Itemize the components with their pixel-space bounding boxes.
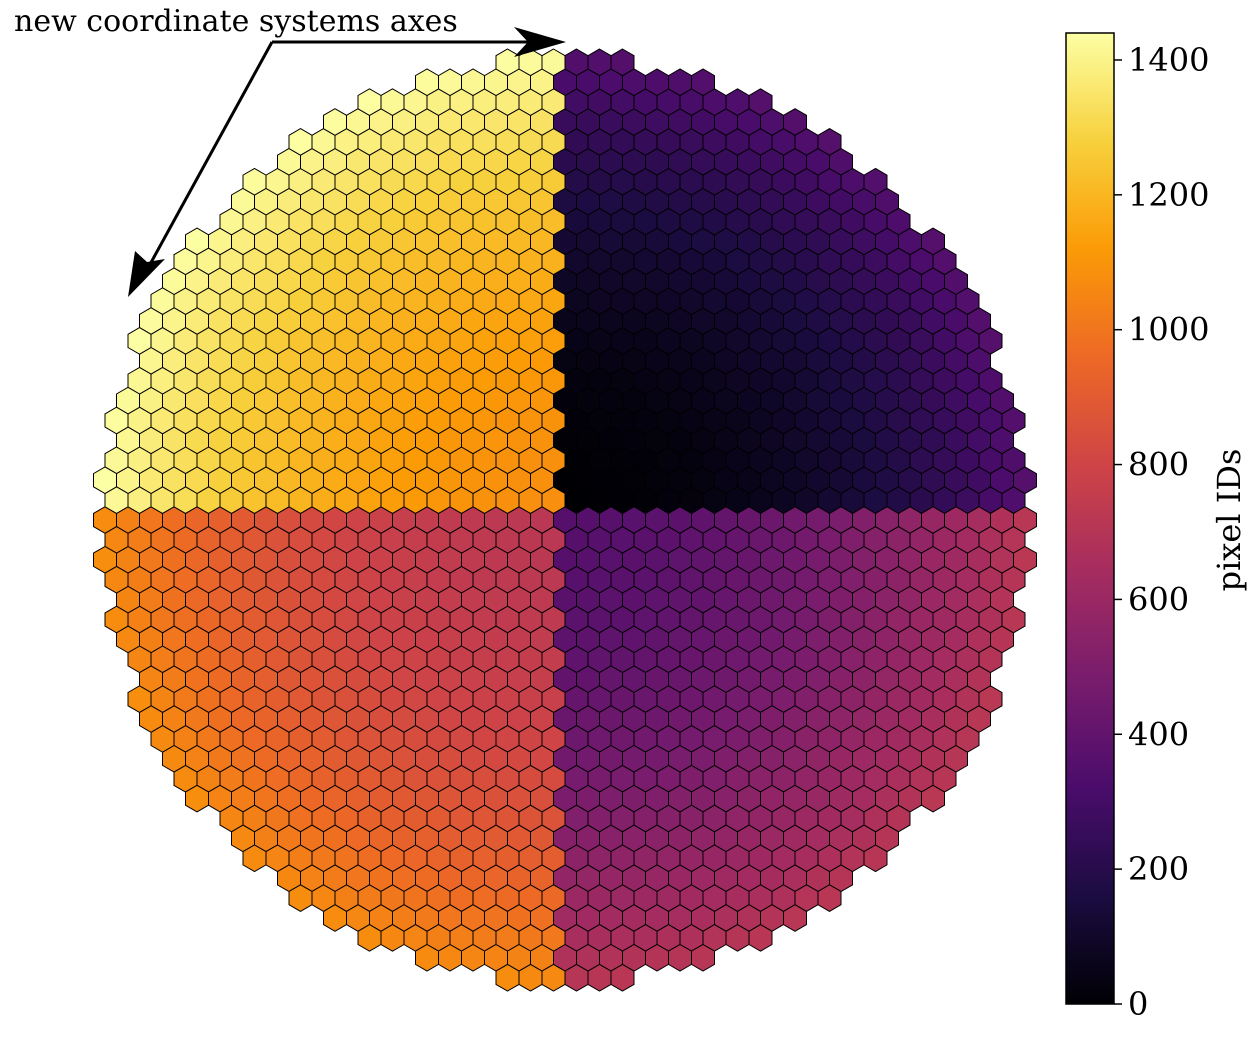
hex-pixel xyxy=(978,685,1003,713)
hex-pixel xyxy=(1013,506,1037,534)
colorbar-tick-label: 0 xyxy=(1128,985,1148,1023)
colorbar-tick-label: 800 xyxy=(1128,446,1189,484)
hex-pixel xyxy=(242,844,267,873)
colorbar-label: pixel IDs xyxy=(1210,449,1248,592)
hex-pixel xyxy=(783,904,807,932)
hex-pixel xyxy=(127,685,152,713)
hex-pixel xyxy=(978,327,1003,355)
colorbar-tick-label: 1000 xyxy=(1128,311,1209,349)
hex-pixel xyxy=(415,943,439,972)
hex-pixel xyxy=(610,963,635,992)
colorbar-gradient xyxy=(1065,32,1115,1005)
hex-pixel xyxy=(1013,545,1037,574)
hex-pixel xyxy=(93,545,117,574)
hex-pixel xyxy=(495,963,520,992)
colorbar-tick-label: 600 xyxy=(1128,580,1189,618)
hex-pixel xyxy=(357,88,382,116)
annotation-arrowhead-right xyxy=(514,27,566,57)
hex-pixel xyxy=(1001,406,1026,435)
colorbar: 0 200 400 600 800 1000 1200 1400 pixel IDs xyxy=(1065,32,1248,1023)
hex-pixel xyxy=(610,48,635,77)
colorbar-tick-label: 1400 xyxy=(1128,41,1209,79)
hex-pixel-grid xyxy=(93,48,1037,992)
colorbar-tick-label: 1200 xyxy=(1128,176,1209,214)
colorbar-tick-label: 200 xyxy=(1128,850,1189,888)
hex-pixel xyxy=(748,88,773,116)
hex-pixel xyxy=(323,904,347,932)
hex-pixel xyxy=(817,128,842,156)
hex-pixel xyxy=(783,108,807,136)
annotation-arrow-diagonal xyxy=(146,41,274,269)
colorbar-tick-label: 400 xyxy=(1128,715,1189,753)
annotation-arrowhead-down xyxy=(128,251,165,297)
hex-pixel xyxy=(1013,466,1037,495)
hex-pixel xyxy=(323,108,347,136)
hex-pixel xyxy=(288,884,313,912)
hex-pixel xyxy=(921,227,945,256)
hex-pixel xyxy=(104,406,129,435)
annotation-text: new coordinate systems axes xyxy=(14,4,458,39)
hex-pixel xyxy=(185,227,209,256)
hex-pixel xyxy=(691,68,715,97)
hex-pixel xyxy=(357,924,382,952)
hex-pixel xyxy=(1001,605,1026,634)
hex-pixel xyxy=(748,924,773,952)
hex-pixel xyxy=(288,128,313,156)
hex-pixel xyxy=(185,784,209,813)
hex-pixel xyxy=(127,327,152,355)
hex-pixel xyxy=(495,48,520,77)
hex-pixel xyxy=(104,605,129,634)
hex-pixel xyxy=(863,844,888,873)
hex-pixel xyxy=(691,943,715,972)
hex-pixel xyxy=(817,884,842,912)
hex-pixel xyxy=(863,167,888,196)
hex-pixel xyxy=(921,784,945,813)
hex-pixel xyxy=(93,466,117,495)
hex-pixel xyxy=(242,167,267,196)
hex-pixel xyxy=(415,68,439,97)
